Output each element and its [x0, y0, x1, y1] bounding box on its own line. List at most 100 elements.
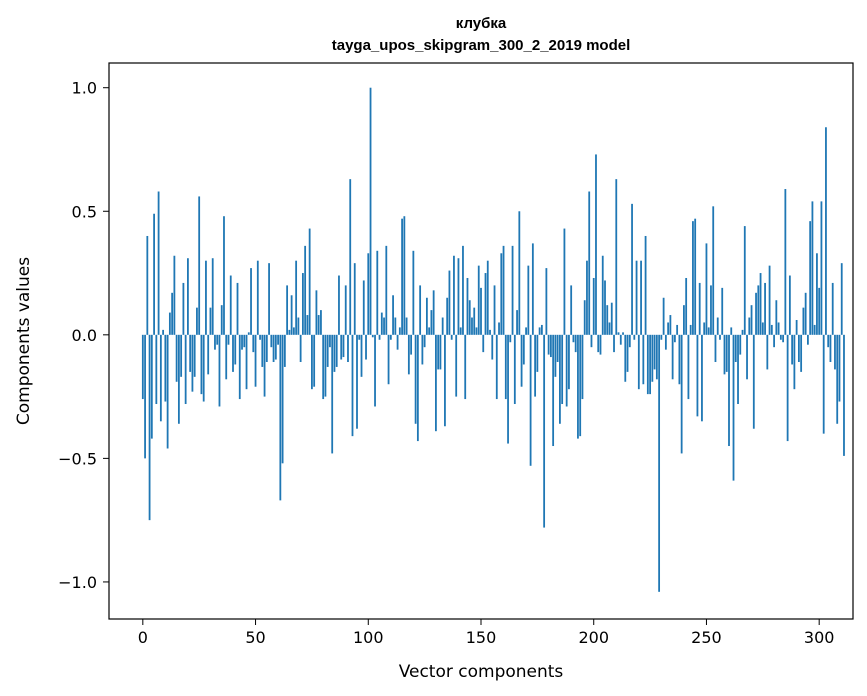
bar-212: [619, 334, 622, 345]
bar-136: [448, 270, 451, 335]
bar-175: [536, 334, 539, 372]
bar-301: [820, 201, 823, 335]
bar-137: [450, 334, 453, 340]
bar-215: [626, 334, 629, 372]
bar-129: [432, 290, 435, 335]
bar-88: [340, 334, 343, 360]
y-axis-ticks: −1.0 −0.5 0.0 0.5 1.0: [58, 79, 109, 592]
bar-24: [196, 307, 198, 335]
bar-195: [581, 334, 584, 400]
bar-16: [177, 334, 180, 424]
bar-186: [561, 334, 564, 405]
bar-113: [396, 334, 399, 350]
bar-239: [680, 334, 683, 454]
bar-275: [761, 322, 764, 335]
bar-229: [658, 334, 661, 592]
bar-61: [279, 334, 282, 501]
bar-139: [455, 334, 458, 397]
bar-46: [245, 334, 248, 390]
bar-48: [250, 268, 252, 335]
bar-162: [507, 334, 509, 444]
bar-198: [588, 191, 591, 335]
bar-108: [385, 245, 388, 335]
bar-25: [198, 196, 201, 335]
bar-60: [277, 334, 279, 345]
bar-262: [732, 334, 735, 481]
bar-3: [148, 334, 151, 521]
bar-227: [653, 334, 656, 370]
bar-110: [389, 334, 392, 340]
bar-305: [829, 334, 832, 362]
bar-84: [331, 334, 334, 454]
bar-22: [191, 334, 194, 392]
bar-159: [500, 253, 503, 335]
bar-91: [347, 334, 349, 362]
bar-52: [259, 334, 261, 340]
bar-77: [315, 290, 318, 335]
bar-200: [592, 277, 595, 335]
bar-62: [281, 334, 284, 464]
bar-184: [556, 334, 559, 362]
bar-243: [689, 324, 692, 335]
bar-266: [741, 329, 744, 335]
bar-191: [572, 334, 575, 343]
bar-292: [800, 334, 803, 372]
bar-259: [725, 334, 728, 372]
bar-4: [150, 334, 153, 439]
bar-118: [407, 334, 410, 375]
bar-33: [216, 334, 219, 345]
bar-97: [360, 334, 363, 377]
bar-211: [617, 332, 620, 335]
bar-203: [599, 334, 602, 355]
bar-15: [175, 334, 178, 382]
bar-258: [723, 334, 726, 375]
bar-224: [646, 334, 649, 395]
bar-223: [644, 235, 647, 335]
bar-130: [435, 334, 437, 432]
bar-146: [471, 317, 473, 335]
bar-64: [286, 285, 289, 335]
bar-17: [180, 334, 183, 377]
bar-251: [707, 327, 710, 335]
bar-267: [743, 226, 746, 335]
bar-299: [816, 253, 818, 335]
bar-83: [329, 334, 331, 348]
bar-156: [493, 285, 496, 335]
bar-165: [513, 334, 516, 405]
bar-79: [320, 310, 322, 335]
plot-frame: [108, 62, 854, 620]
bar-304: [827, 334, 830, 348]
bar-271: [752, 334, 755, 429]
bar-68: [295, 260, 298, 335]
bar-242: [687, 334, 690, 400]
x-tick-label: 150: [466, 628, 497, 647]
bar-176: [538, 327, 541, 335]
bar-71: [301, 273, 304, 335]
bar-42: [236, 282, 239, 335]
bar-294: [804, 292, 807, 335]
bar-72: [304, 245, 307, 335]
bar-273: [757, 285, 760, 335]
x-tick-label: 50: [245, 628, 265, 647]
bar-135: [446, 297, 449, 335]
bar-111: [392, 295, 394, 335]
bar-70: [299, 334, 302, 362]
chart-subtitle: tayga_upos_skipgram_300_2_2019 model: [332, 37, 631, 54]
bar-140: [457, 258, 460, 335]
bar-247: [698, 282, 701, 335]
bar-45: [243, 334, 246, 348]
bar-265: [739, 334, 742, 355]
bar-286: [786, 334, 789, 442]
bar-11: [166, 334, 169, 449]
bar-161: [504, 334, 507, 400]
bar-124: [421, 334, 424, 365]
bar-53: [261, 334, 264, 367]
bar-257: [721, 287, 724, 335]
bar-222: [642, 334, 645, 385]
bar-190: [570, 285, 573, 335]
x-axis-label: Vector components: [399, 662, 564, 682]
bar-168: [520, 334, 523, 387]
bar-270: [750, 305, 753, 335]
bar-76: [313, 334, 316, 387]
bar-143: [464, 334, 467, 400]
